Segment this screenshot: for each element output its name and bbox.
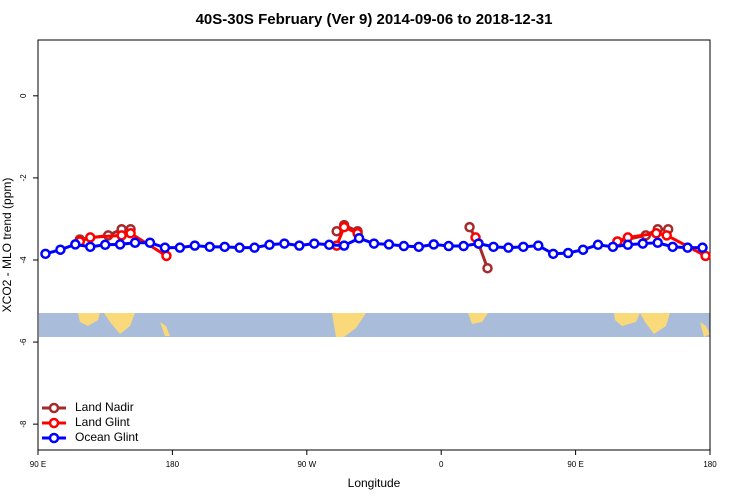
point xyxy=(174,242,186,253)
point xyxy=(667,241,678,253)
point xyxy=(650,228,662,239)
x-tick-label: 180 xyxy=(166,460,180,469)
point xyxy=(338,221,350,233)
point xyxy=(577,244,589,255)
point xyxy=(398,240,410,252)
x-tick-label: 180 xyxy=(703,460,717,469)
point xyxy=(125,228,136,239)
point xyxy=(204,241,215,253)
x-axis-title: Longitude xyxy=(348,476,401,490)
point xyxy=(85,232,96,243)
point xyxy=(697,242,708,253)
map-strip xyxy=(39,313,710,337)
point xyxy=(249,242,260,253)
point xyxy=(547,248,559,260)
point xyxy=(533,240,544,251)
point xyxy=(144,237,156,248)
point xyxy=(116,230,127,241)
point xyxy=(700,250,711,262)
y-axis-title: XCO2 - MLO trend (ppm) xyxy=(0,178,14,313)
y-tick-label: 0 xyxy=(19,93,28,98)
point xyxy=(458,240,469,252)
point xyxy=(368,238,380,249)
chart-title: 40S-30S February (Ver 9) 2014-09-06 to 2… xyxy=(196,11,553,28)
legend-label: Ocean Glint xyxy=(75,430,139,444)
point xyxy=(592,239,604,251)
y-tick-label: -8 xyxy=(19,420,28,428)
point xyxy=(331,226,342,237)
x-tick-label: 90 E xyxy=(567,460,583,469)
point xyxy=(652,237,663,248)
point xyxy=(70,239,81,250)
point xyxy=(607,241,619,253)
legend-marker xyxy=(48,432,60,444)
point xyxy=(443,240,454,252)
legend-marker xyxy=(48,402,60,414)
point xyxy=(383,239,395,250)
point xyxy=(637,238,649,249)
point xyxy=(114,239,126,250)
point xyxy=(40,248,51,260)
x-tick-label: 90 E xyxy=(30,460,46,469)
point xyxy=(294,240,305,251)
point xyxy=(661,230,672,241)
point xyxy=(464,221,475,233)
y-tick-label: -6 xyxy=(19,338,28,346)
point xyxy=(129,237,141,248)
point xyxy=(161,250,172,262)
point xyxy=(219,241,230,253)
point xyxy=(473,238,484,249)
point xyxy=(234,242,245,253)
point xyxy=(503,242,514,253)
point xyxy=(488,241,499,253)
point xyxy=(85,241,96,253)
legend-label: Land Glint xyxy=(75,415,130,429)
point xyxy=(323,239,335,251)
legend-label: Land Nadir xyxy=(75,400,134,414)
point xyxy=(309,238,320,249)
point xyxy=(159,242,171,253)
point xyxy=(622,239,634,251)
plot-frame xyxy=(37,39,711,451)
point xyxy=(264,239,275,251)
point xyxy=(518,241,529,253)
point xyxy=(682,242,693,253)
legend-marker xyxy=(48,417,60,429)
point xyxy=(338,240,350,251)
point xyxy=(99,239,111,251)
x-tick-label: 90 W xyxy=(297,460,316,469)
point xyxy=(279,238,290,249)
point xyxy=(55,244,66,255)
point xyxy=(189,240,201,251)
point xyxy=(562,247,574,259)
x-tick-label: 0 xyxy=(439,460,444,469)
y-tick-label: -4 xyxy=(19,256,28,264)
point xyxy=(482,262,493,274)
point xyxy=(353,232,365,244)
y-tick-label: -2 xyxy=(19,174,28,182)
point xyxy=(413,241,425,253)
point xyxy=(428,239,439,250)
